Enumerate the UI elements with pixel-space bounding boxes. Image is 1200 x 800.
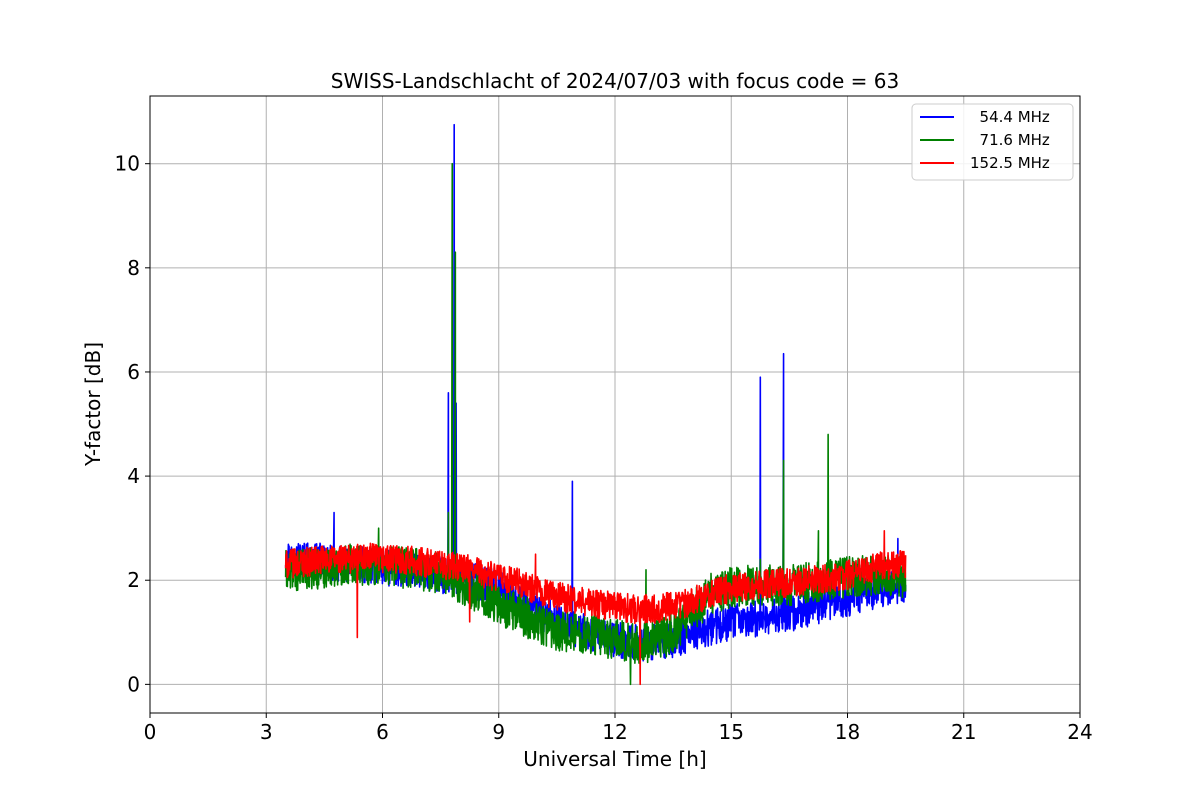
x-tick-label: 6: [376, 720, 389, 744]
legend: 54.4 MHz 71.6 MHz 152.5 MHz: [911, 103, 1074, 181]
x-axis: 0 3 6 9 12 15 18 21 24: [144, 713, 1093, 744]
legend-label: 152.5 MHz: [970, 154, 1050, 172]
x-tick-label: 0: [144, 720, 157, 744]
y-tick-label: 0: [127, 672, 140, 696]
chart-title: SWISS-Landschlacht of 2024/07/03 with fo…: [331, 69, 899, 93]
x-tick-label: 21: [951, 720, 976, 744]
x-tick-label: 3: [260, 720, 273, 744]
x-tick-label: 9: [492, 720, 505, 744]
legend-label: 71.6 MHz: [970, 131, 1050, 149]
y-axis-label: Y-factor [dB]: [81, 342, 105, 467]
y-tick-label: 10: [115, 152, 140, 176]
x-tick-label: 12: [602, 720, 627, 744]
legend-box: [911, 103, 1074, 181]
y-axis: 0 2 4 6 8 10: [115, 152, 150, 696]
y-tick-label: 4: [127, 464, 140, 488]
y-tick-label: 8: [127, 256, 140, 280]
y-tick-label: 6: [127, 360, 140, 384]
x-tick-label: 24: [1067, 720, 1092, 744]
y-tick-label: 2: [127, 568, 140, 592]
x-axis-label: Universal Time [h]: [523, 747, 706, 771]
legend-label: 54.4 MHz: [970, 108, 1050, 126]
x-tick-label: 15: [719, 720, 744, 744]
series-line: [284, 529, 907, 686]
x-tick-label: 18: [835, 720, 860, 744]
plot-area: [284, 123, 907, 686]
